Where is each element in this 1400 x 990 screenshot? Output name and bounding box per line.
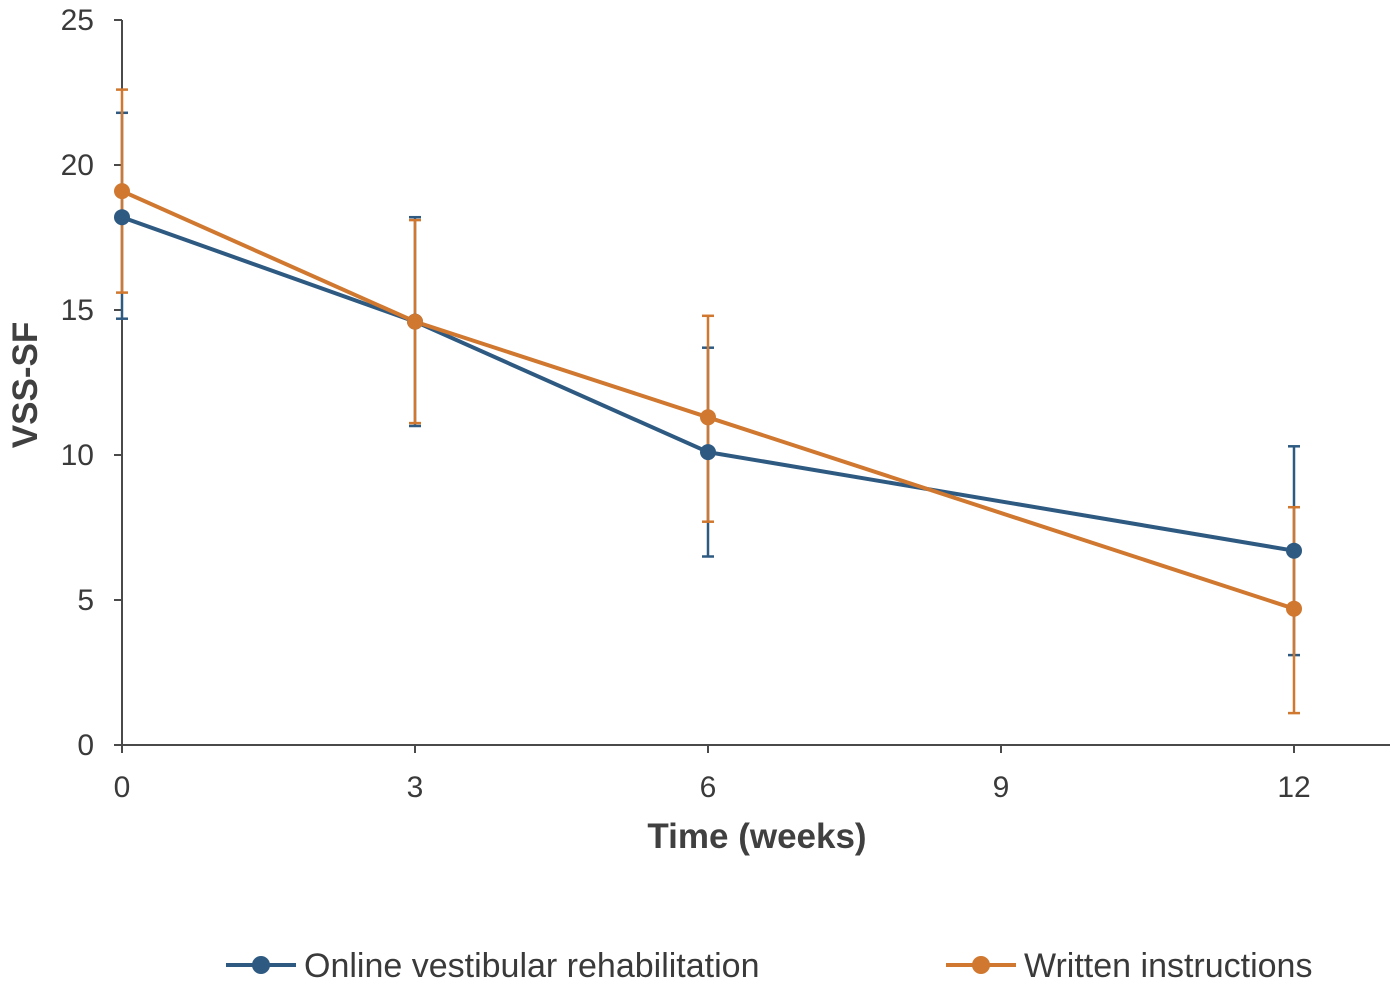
x-tick-label: 12 [1277,771,1310,804]
y-tick-label: 10 [61,439,94,472]
data-point [114,209,130,226]
series-lines [121,189,1295,611]
series-line [121,215,1295,553]
axes [114,19,1390,753]
y-tick-label: 15 [61,294,94,327]
y-tick-label: 25 [61,4,94,37]
x-tick-label: 3 [407,771,424,804]
y-axis-title: VSS-SF [6,322,45,448]
legend-swatch-marker [972,956,990,974]
tick-labels: 0 5 10 15 20 25 0 3 6 9 12 [61,4,1311,804]
x-tick-label: 6 [700,771,717,804]
y-tick-label: 20 [61,149,94,182]
series-line [121,189,1295,611]
x-tick-label: 0 [114,771,131,804]
data-point [700,409,716,426]
legend: Online vestibular rehabilitation Written … [226,947,1312,985]
legend-label: Written instructions [1024,947,1312,985]
data-point [1286,542,1302,559]
legend-swatch-marker [252,956,270,974]
data-point [700,444,716,461]
data-point [407,313,423,330]
error-bars [116,88,1300,715]
y-tick-label: 5 [77,584,94,617]
x-tick-label: 9 [993,771,1010,804]
data-point [1286,600,1302,617]
data-points [114,183,1302,617]
y-tick-label: 0 [77,729,94,762]
legend-label: Online vestibular rehabilitation [304,947,759,985]
x-axis-title: Time (weeks) [647,817,866,856]
data-point [114,183,130,200]
